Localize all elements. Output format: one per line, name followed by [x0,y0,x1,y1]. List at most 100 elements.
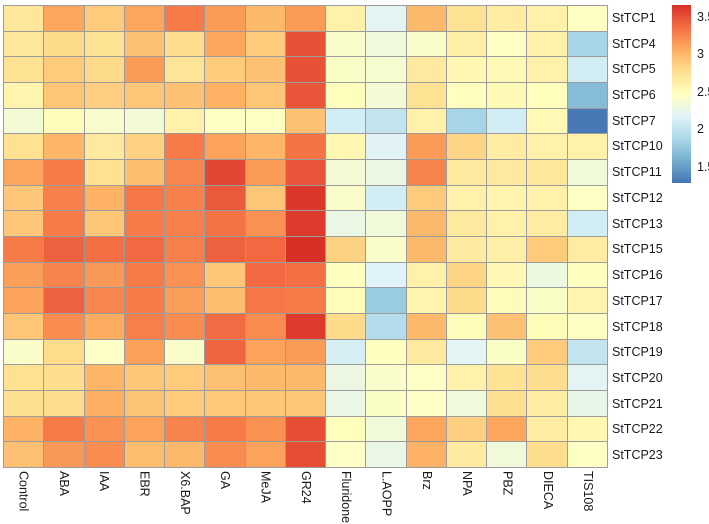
heatmap-cell [84,313,124,339]
heatmap-cell [205,31,245,57]
heatmap-cell [406,185,446,211]
heatmap-cell [44,288,84,313]
heatmap-cell [326,159,366,185]
heatmap-cell [84,82,124,108]
heatmap-cell [326,390,366,416]
heatmap-cell [567,82,607,108]
column-label: L.AOPP [379,471,394,517]
heatmap-cell [245,339,285,365]
heatmap-cell [527,185,567,211]
heatmap-cell [44,313,84,339]
heatmap-cell [527,211,567,236]
heatmap-cell [4,416,44,442]
heatmap-cell [245,442,285,467]
heatmap-cell [406,211,446,236]
heatmap-cell [326,442,366,467]
heatmap-cell [285,390,326,416]
colorbar-gradient [672,5,691,183]
heatmap-cell [285,82,326,108]
heatmap-cell [366,57,406,82]
heatmap-cell [245,31,285,57]
heatmap-cell [44,108,84,134]
heatmap-cell [124,236,165,262]
heatmap-cell [487,159,527,185]
row-label: StTCP12 [612,190,663,205]
heatmap-cell [406,82,446,108]
heatmap-cell [567,57,607,82]
heatmap-cell [446,288,487,313]
heatmap-cell [4,211,44,236]
heatmap-cell [4,185,44,211]
heatmap-cell [366,211,406,236]
heatmap-cell [446,390,487,416]
heatmap-cell [124,390,165,416]
heatmap-cell [205,108,245,134]
heatmap-cell [446,134,487,159]
heatmap-cell [567,185,607,211]
heatmap-cell [366,442,406,467]
heatmap-cell [285,339,326,365]
heatmap-cell [44,416,84,442]
heatmap-cell [527,288,567,313]
row-label: StTCP18 [612,319,663,334]
heatmap-cell [84,31,124,57]
heatmap-cell [326,236,366,262]
heatmap-cell [4,31,44,57]
column-label: GA [218,471,233,490]
heatmap-cell [205,442,245,467]
heatmap-cell [487,262,527,288]
heatmap-cell [205,159,245,185]
heatmap-cell [4,108,44,134]
heatmap-cell [124,159,165,185]
heatmap-cell [406,390,446,416]
heatmap-cell [326,134,366,159]
heatmap-cell [326,108,366,134]
heatmap-cell [245,82,285,108]
heatmap-cell [446,31,487,57]
heatmap-cell [4,313,44,339]
column-label: MeJA [258,471,273,503]
heatmap-cell [406,134,446,159]
heatmap-cell [285,236,326,262]
heatmap-cell [205,6,245,31]
heatmap-cell [487,365,527,390]
heatmap-cell [446,365,487,390]
heatmap-cell [366,390,406,416]
heatmap-cell [205,288,245,313]
heatmap-cell [165,262,205,288]
heatmap-cell [366,82,406,108]
heatmap-cell [326,185,366,211]
heatmap-cell [487,134,527,159]
heatmap-cell [366,416,406,442]
heatmap-cell [245,134,285,159]
column-label: IAA [97,471,112,492]
heatmap-cell [4,236,44,262]
heatmap-cell [285,108,326,134]
heatmap-cell [124,82,165,108]
heatmap-cell [44,82,84,108]
heatmap-cell [124,185,165,211]
heatmap-cell [406,108,446,134]
heatmap-cell [366,185,406,211]
column-label: X6.BAP [177,471,192,515]
heatmap-cell [205,134,245,159]
heatmap-cell [285,365,326,390]
row-label: StTCP1 [612,10,656,25]
heatmap-cell [366,313,406,339]
heatmap-cell [285,442,326,467]
colorbar-tick-labels: 3.5 3 2.5 2 1.5 [695,5,709,183]
heatmap-cell [4,82,44,108]
heatmap-cell [285,416,326,442]
colorbar-tick: 1.5 [697,159,709,174]
heatmap-cell [567,108,607,134]
heatmap-cell [205,390,245,416]
heatmap-cell [567,339,607,365]
heatmap-cell [487,313,527,339]
heatmap-cell [4,6,44,31]
heatmap-cell [487,82,527,108]
heatmap-cell [527,159,567,185]
heatmap-cell [446,442,487,467]
heatmap-cell [567,211,607,236]
heatmap-cell [205,82,245,108]
heatmap-cell [4,442,44,467]
